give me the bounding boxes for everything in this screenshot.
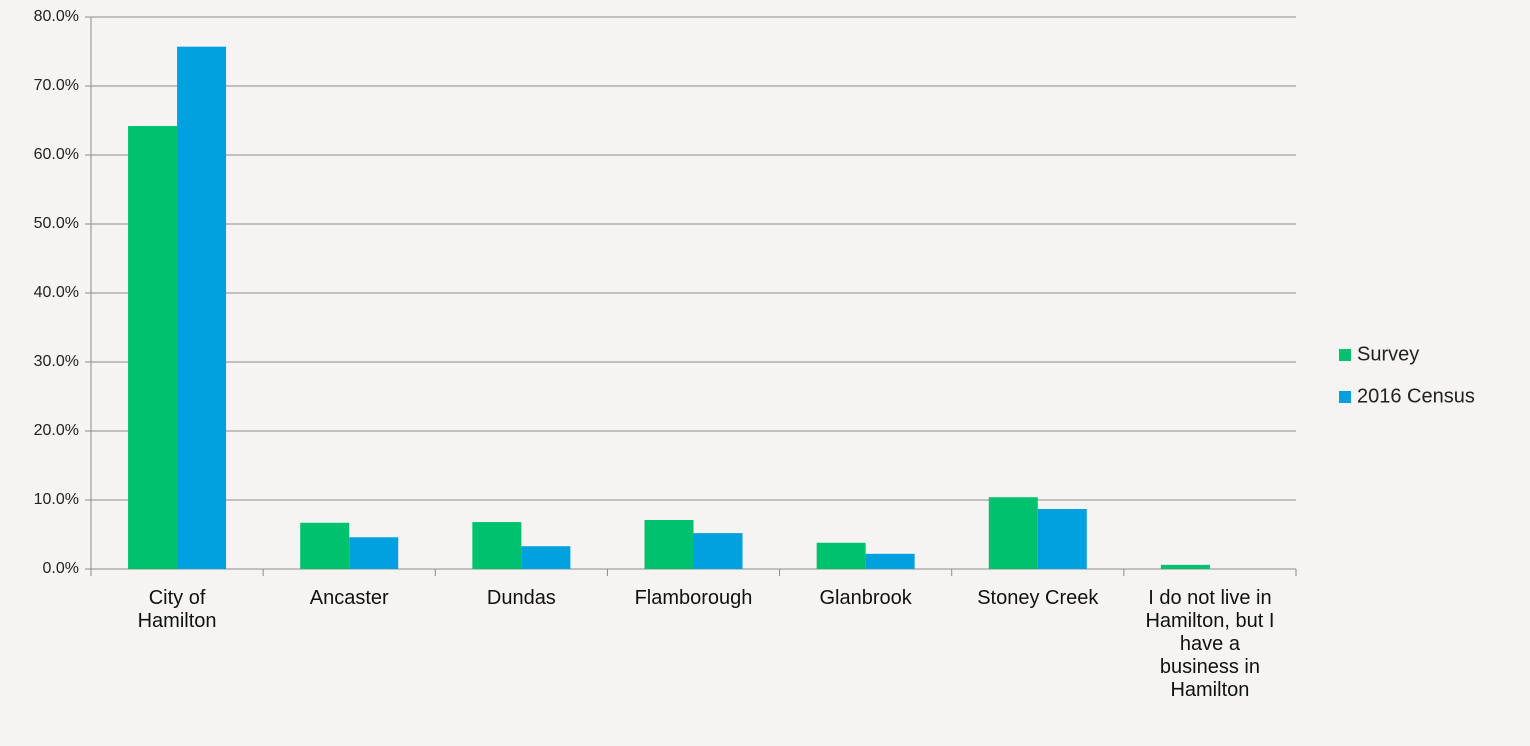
y-tick-label: 30.0%: [34, 353, 79, 370]
x-tick-label: Glanbrook: [819, 587, 912, 609]
bar: [128, 126, 178, 570]
x-tick-label: City of Hamilton: [137, 587, 217, 632]
bar: [988, 497, 1038, 569]
y-tick-label: 40.0%: [34, 284, 79, 301]
legend-swatch: [1339, 391, 1351, 403]
bar: [349, 537, 399, 569]
y-tick-label: 10.0%: [34, 491, 79, 508]
y-tick-label: 50.0%: [34, 215, 79, 232]
bar: [1037, 508, 1087, 569]
x-tick-label: Flamborough: [634, 587, 753, 609]
y-tick-label: 80.0%: [34, 8, 79, 25]
legend-label: 2016 Census: [1357, 385, 1475, 407]
bar: [816, 542, 866, 569]
y-tick-label: 60.0%: [34, 146, 79, 163]
x-tick-label: Ancaster: [309, 587, 389, 609]
bar: [644, 520, 694, 569]
bar: [177, 46, 227, 570]
bar: [472, 522, 522, 569]
bar: [693, 533, 743, 569]
x-tick-label: Stoney Creek: [977, 587, 1099, 609]
bar: [521, 546, 571, 569]
legend-swatch: [1339, 349, 1351, 361]
bar: [865, 553, 915, 569]
x-tick-label: I do not live in Hamilton, but I have a …: [1145, 587, 1275, 701]
x-tick-label: Dundas: [486, 587, 556, 609]
bar: [1160, 564, 1210, 569]
legend-label: Survey: [1357, 343, 1419, 365]
y-tick-label: 0.0%: [43, 560, 79, 577]
y-tick-label: 20.0%: [34, 422, 79, 439]
bar: [300, 522, 350, 569]
y-tick-label: 70.0%: [34, 77, 79, 94]
